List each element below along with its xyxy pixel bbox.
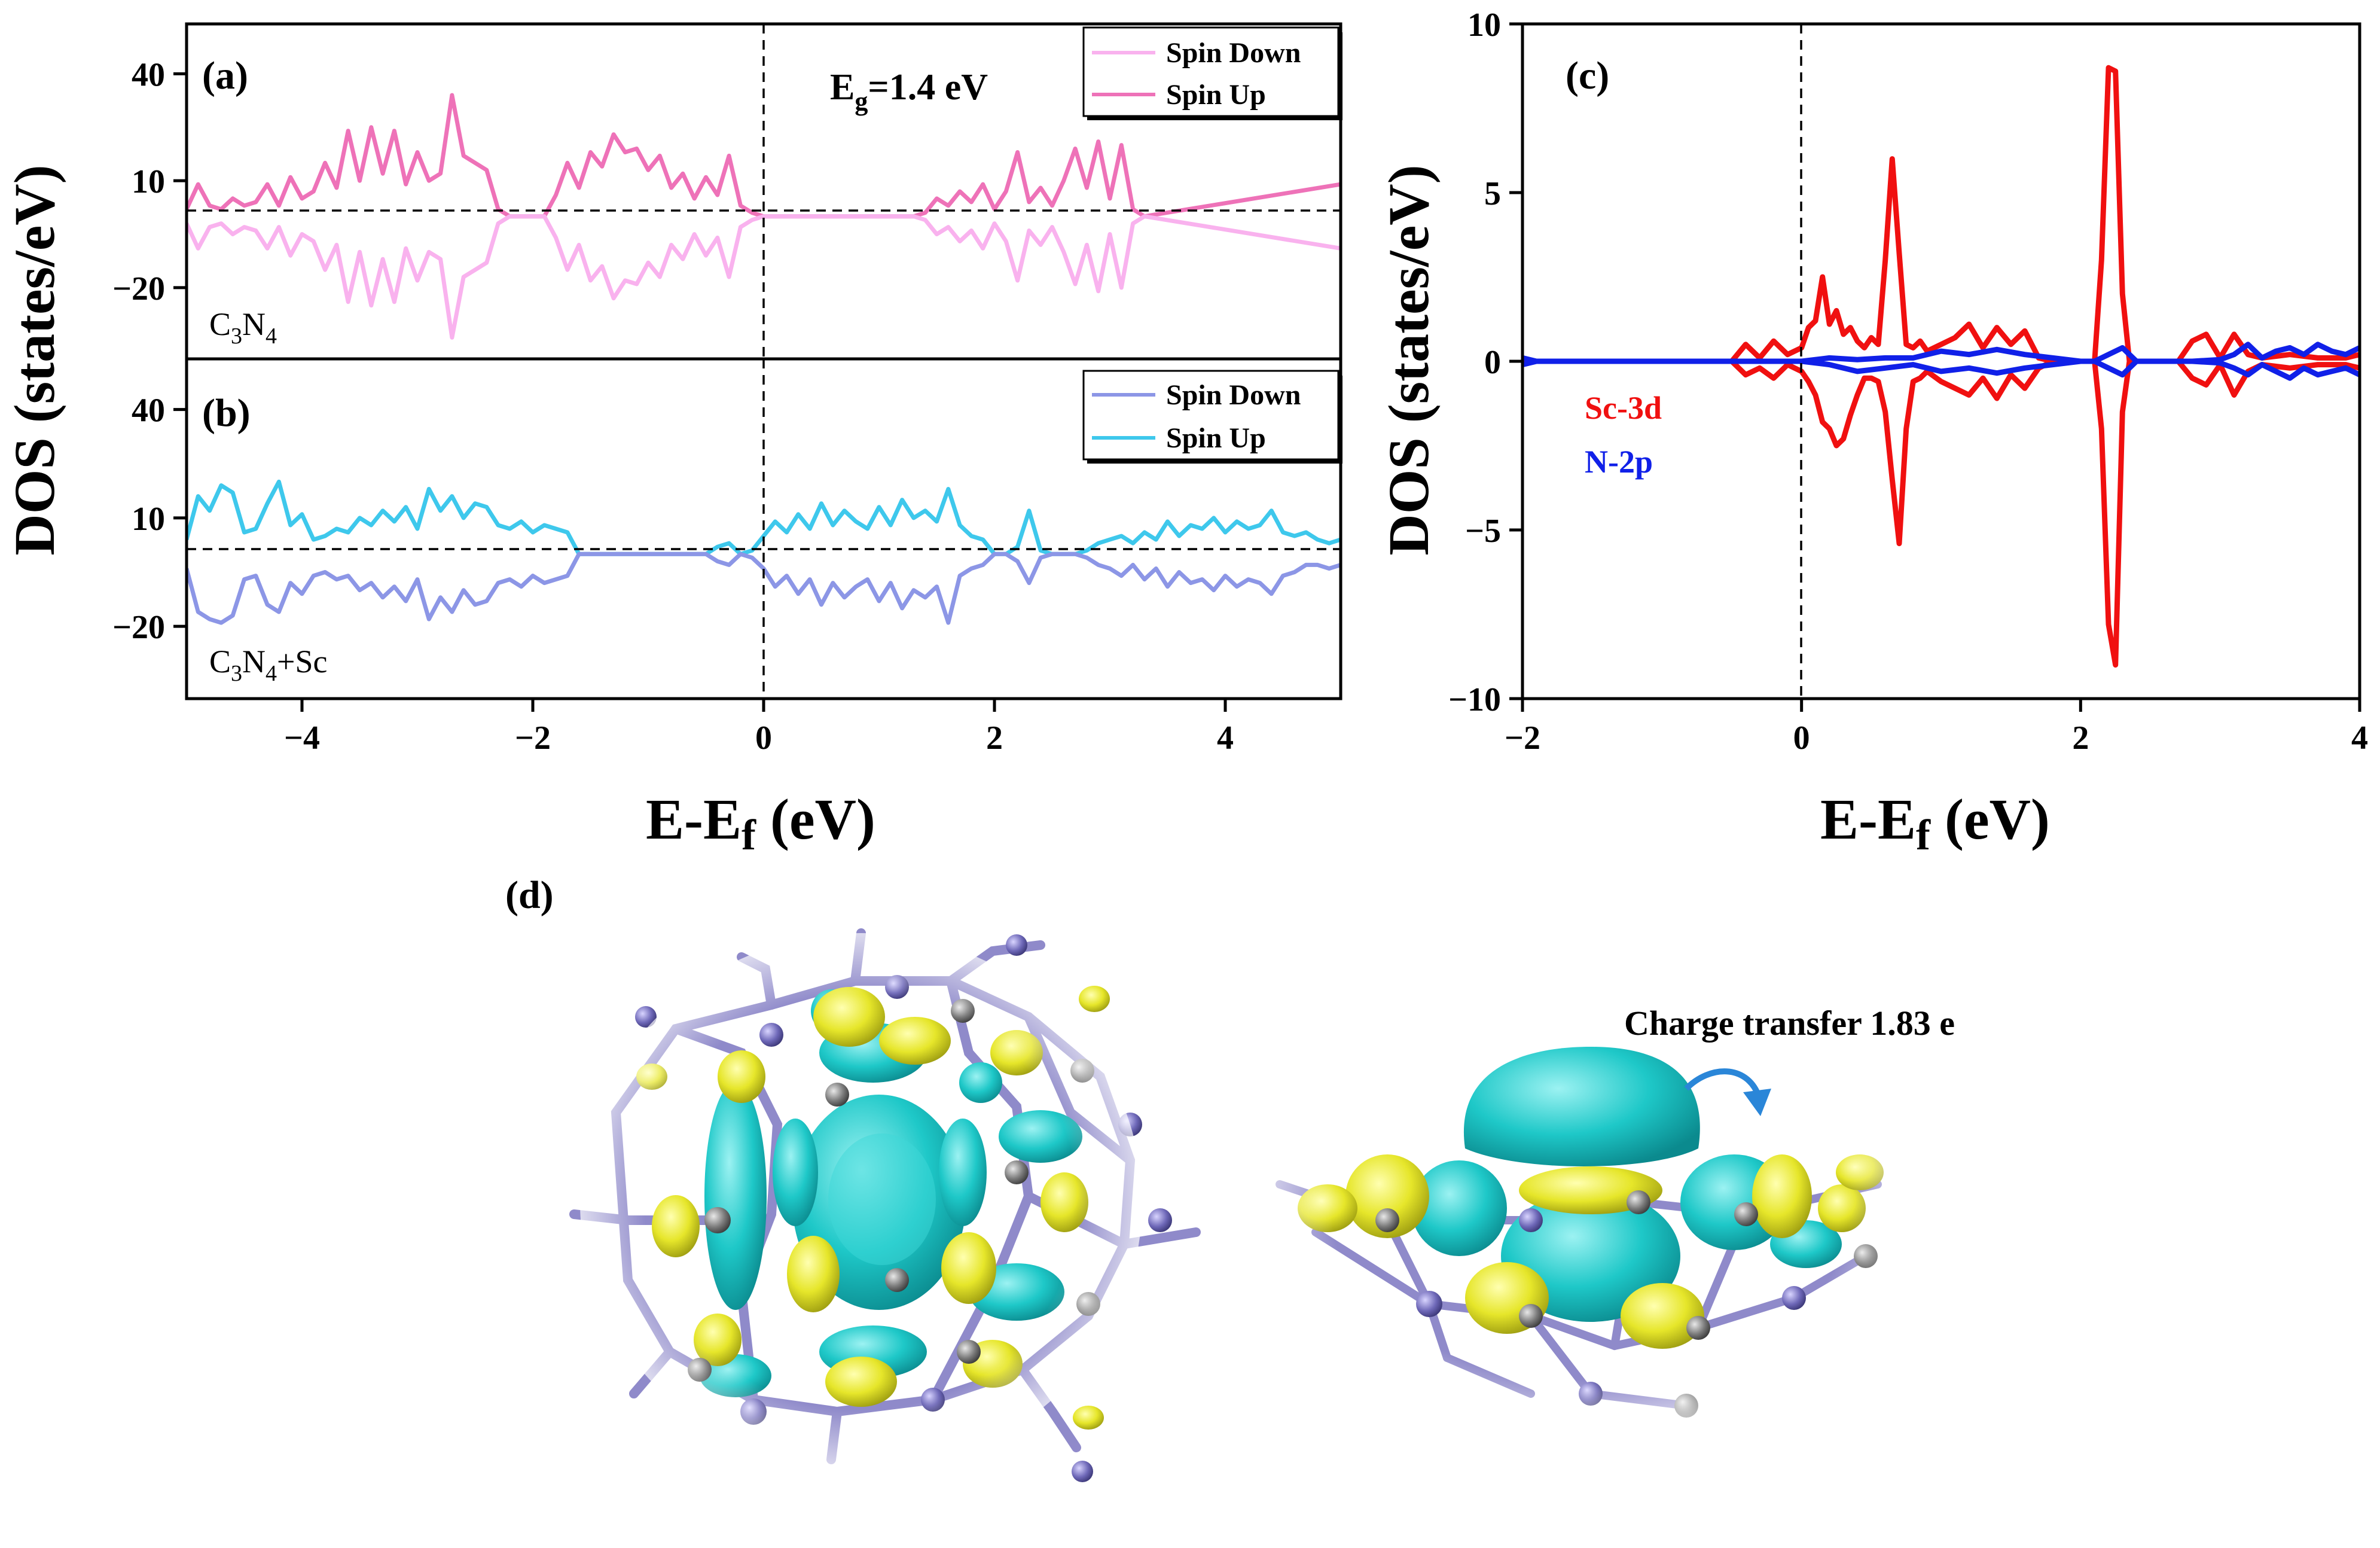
- ytick-label-a: −20: [112, 270, 165, 307]
- series-line-c-n-2p-down: [1522, 358, 2360, 381]
- series-line-c-n-2p-up: [1522, 342, 2360, 364]
- panel-label-b: (b): [202, 391, 251, 435]
- panel-d-charge-density: (d): [505, 873, 1955, 1482]
- xtick-label-b: 0: [755, 720, 772, 757]
- xtick-label-b: 2: [986, 720, 1003, 757]
- ytick-label-c: −10: [1448, 681, 1501, 718]
- legend-a-label-spin-down: Spin Down: [1166, 37, 1301, 69]
- series-line-b-spin-down: [187, 551, 1341, 625]
- legend-a: Spin Down Spin Up: [1082, 26, 1342, 120]
- ytick-label-a: 10: [132, 163, 165, 200]
- structure-side-view: Charge transfer 1.83 e: [1256, 999, 1955, 1430]
- series-line-b-spin-up: [187, 479, 1341, 556]
- legend-b: Spin Down Spin Up: [1082, 370, 1342, 464]
- legend-a-label-spin-up: Spin Up: [1166, 79, 1266, 111]
- legend-b-label-spin-down: Spin Down: [1166, 379, 1301, 411]
- system-label-b: C3N4+Sc: [209, 644, 328, 686]
- legend-c-sc3d: Sc-3d: [1585, 390, 1662, 426]
- system-label-a: C3N4: [209, 306, 277, 349]
- ytick-label-c: 10: [1467, 7, 1501, 44]
- xlabel-ab: E-Ef (eV): [646, 787, 875, 859]
- legend-c-n2p: N-2p: [1585, 444, 1653, 480]
- series-line-c-sc-3d-down: [1522, 358, 2360, 668]
- ytick-label-b: −20: [112, 609, 165, 646]
- charge-transfer-arrow-icon: [1684, 1068, 1771, 1116]
- xtick-label-b: −4: [284, 720, 320, 757]
- panel-label-d: (d): [505, 873, 554, 917]
- xtick-label-b: −2: [515, 720, 551, 757]
- structure-top-view: [569, 928, 1201, 1482]
- charge-transfer-label: Charge transfer 1.83 e: [1624, 1004, 1955, 1043]
- xtick-label-c: −2: [1505, 720, 1540, 757]
- gap-annotation: Eg=1.4 eV: [830, 67, 988, 116]
- ytick-label-a: 40: [132, 56, 165, 93]
- xtick-label-c: 2: [2072, 720, 2089, 757]
- panel-label-c: (c): [1566, 54, 1609, 97]
- ylabel-c: DOS (states/eV): [1377, 164, 1441, 555]
- xtick-label-c: 0: [1793, 720, 1810, 757]
- legend-b-label-spin-up: Spin Up: [1166, 422, 1266, 454]
- shared-ylabel: DOS (states/eV): [2, 164, 66, 555]
- chart-panel-a: 40 10 −20 (a) Eg=1.4 eV C3N4 Spin Down Spi…: [112, 22, 1342, 361]
- chart-panel-c: DOS (states/eV) 10 5 0 −5 −10 −2 0 2 4 (c) Sc-3…: [1377, 7, 2368, 859]
- ytick-label-c: −5: [1465, 513, 1501, 550]
- panel-label-a: (a): [202, 54, 248, 97]
- xlabel-c: E-Ef (eV): [1820, 787, 2050, 859]
- ytick-label-c: 0: [1484, 344, 1501, 381]
- xtick-label-c: 4: [2351, 720, 2368, 757]
- ytick-label-b: 40: [132, 392, 165, 429]
- xtick-label-b: 4: [1217, 720, 1234, 757]
- ytick-label-c: 5: [1484, 175, 1501, 212]
- ytick-label-b: 10: [132, 501, 165, 538]
- series-line-a-spin-up: [187, 93, 1341, 219]
- series-line-a-spin-down: [187, 214, 1341, 340]
- series-line-c-sc-3d-up: [1522, 65, 2360, 364]
